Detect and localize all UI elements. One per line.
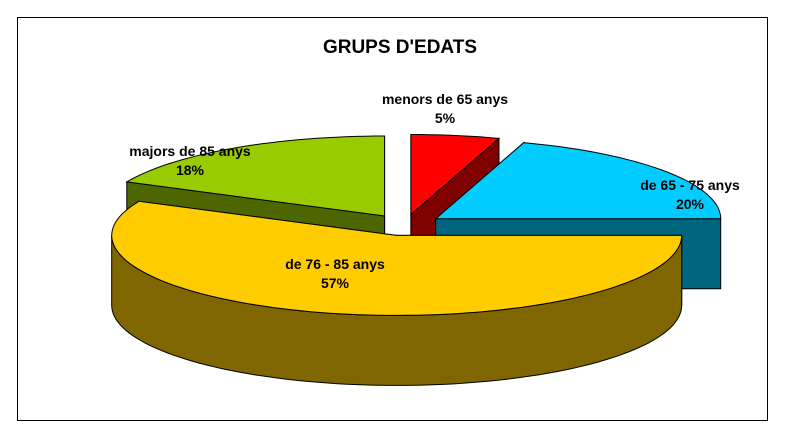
data-label: de 65 - 75 anys 20% xyxy=(620,176,760,214)
label-value: 57% xyxy=(320,275,350,291)
slice xyxy=(111,200,683,316)
label-category: de 65 - 75 anys xyxy=(640,177,740,193)
label-category: menors de 65 anys xyxy=(381,91,509,107)
data-label: de 76 - 85 anys 57% xyxy=(265,255,405,293)
data-label: menors de 65 anys 5% xyxy=(375,90,515,128)
slice xyxy=(410,134,501,216)
label-category: majors de 85 anys xyxy=(129,143,251,159)
slice xyxy=(434,142,722,220)
slice xyxy=(125,135,386,217)
label-value: 20% xyxy=(675,196,705,212)
label-category: de 76 - 85 anys xyxy=(285,256,385,272)
chart-title: GRUPS D'EDATS xyxy=(323,37,477,58)
label-value: 18% xyxy=(175,162,205,178)
data-label: majors de 85 anys 18% xyxy=(120,142,260,180)
label-value: 5% xyxy=(434,110,456,126)
